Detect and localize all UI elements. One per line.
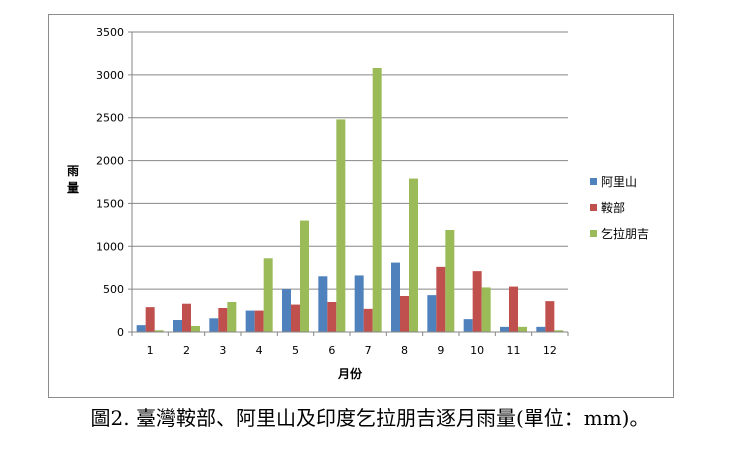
bar-乞拉朋吉-12 <box>554 330 564 332</box>
x-tick-label: 9 <box>437 344 444 357</box>
gridlines <box>132 31 568 290</box>
bar-阿里山-7 <box>354 275 364 332</box>
y-tick-label: 500 <box>103 283 124 296</box>
bar-鞍部-11 <box>509 286 518 332</box>
bar-鞍部-2 <box>182 303 191 332</box>
legend-swatch <box>590 230 597 237</box>
bar-乞拉朋吉-1 <box>154 330 164 332</box>
y-tick-label: 3000 <box>96 69 124 82</box>
bar-阿里山-8 <box>391 262 400 332</box>
y-tick-label: 2000 <box>96 155 124 168</box>
bar-乞拉朋吉-8 <box>409 178 418 332</box>
bar-鞍部-10 <box>472 271 482 332</box>
bar-鞍部-9 <box>436 266 446 332</box>
y-tick-label: 3500 <box>96 26 124 39</box>
bar-阿里山-12 <box>536 326 546 332</box>
bar-阿里山-3 <box>209 318 219 332</box>
y-tick-label: 2500 <box>96 112 124 125</box>
bar-乞拉朋吉-10 <box>481 287 491 332</box>
bar-阿里山-1 <box>136 325 146 332</box>
bar-鞍部-12 <box>545 301 555 332</box>
bar-乞拉朋吉-6 <box>336 119 346 332</box>
legend-label: 乞拉朋吉 <box>601 226 649 241</box>
x-tick-label: 6 <box>328 344 335 357</box>
bar-乞拉朋吉-9 <box>445 230 455 332</box>
bar-乞拉朋吉-7 <box>372 68 382 332</box>
y-axis-title: 雨量 <box>67 164 79 195</box>
bar-鞍部-7 <box>363 308 373 332</box>
x-tick-label: 8 <box>401 344 408 357</box>
x-tick-label: 12 <box>543 344 557 357</box>
bar-乞拉朋吉-4 <box>263 258 273 332</box>
legend-label: 鞍部 <box>601 200 625 215</box>
bar-阿里山-10 <box>463 319 473 332</box>
chart-frame: 0 500 1000 1500 2000 2500 3000 3500 1 2 3 4 5 6 7 8 9 10 1… <box>48 14 674 398</box>
bar-鞍部-1 <box>145 307 155 332</box>
x-tick-label: 10 <box>470 344 484 357</box>
x-tick-label: 1 <box>147 344 154 357</box>
bar-阿里山-11 <box>500 326 509 332</box>
bars <box>136 68 564 332</box>
bar-阿里山-6 <box>318 276 328 332</box>
x-tick-label: 7 <box>365 344 372 357</box>
bar-鞍部-5 <box>291 304 300 332</box>
bar-鞍部-6 <box>327 302 337 332</box>
figure-caption: 圖2. 臺灣鞍部、阿里山及印度乞拉朋吉逐月雨量(單位：mm)。 <box>90 406 650 430</box>
legend-swatch <box>590 204 597 211</box>
bar-鞍部-3 <box>218 308 228 332</box>
y-tick-label: 1000 <box>96 240 124 253</box>
bar-鞍部-8 <box>400 296 409 332</box>
bar-阿里山-5 <box>282 289 291 332</box>
bar-阿里山-2 <box>173 320 182 332</box>
x-axis-title: 月份 <box>337 366 363 381</box>
x-tick-label: 5 <box>292 344 299 357</box>
bar-阿里山-4 <box>245 310 255 332</box>
bar-乞拉朋吉-11 <box>518 326 527 332</box>
x-tick-label: 3 <box>219 344 226 357</box>
legend-label: 阿里山 <box>601 175 637 189</box>
y-tick-label: 0 <box>117 326 124 339</box>
bar-鞍部-4 <box>254 310 264 332</box>
bar-乞拉朋吉-3 <box>227 302 237 332</box>
legend-swatch <box>590 178 597 185</box>
y-tick-label: 1500 <box>96 197 124 210</box>
bar-阿里山-9 <box>427 295 437 332</box>
x-tick-label: 2 <box>183 344 190 357</box>
x-tick-label: 11 <box>507 344 521 357</box>
bar-乞拉朋吉-2 <box>191 326 200 332</box>
bar-乞拉朋吉-5 <box>300 220 309 332</box>
x-tick-label: 4 <box>256 344 263 357</box>
